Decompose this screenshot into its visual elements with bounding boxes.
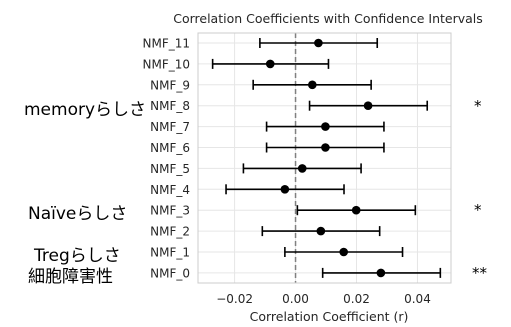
point-nmf-6 xyxy=(321,143,330,152)
y-tick-label: NMF_9 xyxy=(150,78,190,92)
y-tick-label: NMF_7 xyxy=(150,120,190,134)
plot-frame xyxy=(197,32,452,284)
y-tick-label: NMF_4 xyxy=(150,183,190,197)
y-tick-label: NMF_2 xyxy=(150,225,190,239)
y-tick-label: NMF_10 xyxy=(142,57,190,71)
point-nmf-10 xyxy=(265,59,275,69)
y-tick-labels: NMF_11 NMF_10 NMF_9 NMF_8 NMF_7 NMF_6 NMF_5 NMF… xyxy=(142,37,190,281)
point-nmf-9 xyxy=(308,80,317,90)
x-tick-label: 0.00 xyxy=(282,292,309,306)
x-tick-labels: −0.02 0.00 0.02 0.04 xyxy=(216,292,431,306)
group-label: memoryらしさ xyxy=(24,99,147,120)
group-label: Naïveらしさ xyxy=(28,204,128,225)
significance-marker: ** xyxy=(472,263,487,282)
plot-marks xyxy=(211,38,442,278)
point-nmf-1 xyxy=(339,247,349,257)
point-nmf-7 xyxy=(321,122,330,131)
point-nmf-5 xyxy=(297,164,307,173)
grid xyxy=(198,33,451,283)
y-tick-label: NMF_1 xyxy=(150,246,190,260)
significance-marker: * xyxy=(474,201,482,220)
y-tick-label: NMF_5 xyxy=(150,162,190,176)
x-tick-label: 0.02 xyxy=(343,292,370,306)
point-nmf-0 xyxy=(376,268,386,278)
point-nmf-8 xyxy=(363,101,373,110)
point-nmf-3 xyxy=(351,205,361,215)
point-nmf-11 xyxy=(314,38,323,48)
point-nmf-4 xyxy=(280,185,290,194)
group-label: Tregらしさ xyxy=(34,246,121,266)
significance-marker: * xyxy=(474,96,482,115)
x-tick-label: −0.02 xyxy=(216,292,253,306)
point-nmf-2 xyxy=(316,226,326,236)
chart-title: Correlation Coefficients with Confidence… xyxy=(173,11,483,26)
x-axis-label: Correlation Coefficient (r) xyxy=(250,309,409,324)
y-tick-label: NMF_8 xyxy=(150,99,190,113)
y-tick-label: NMF_3 xyxy=(150,204,190,218)
x-tick-label: 0.04 xyxy=(404,292,431,306)
y-tick-label: NMF_11 xyxy=(142,37,190,51)
group-label: 細胞障害性 xyxy=(28,266,113,287)
y-tick-label: NMF_6 xyxy=(150,141,190,155)
y-tick-label: NMF_0 xyxy=(150,266,190,280)
